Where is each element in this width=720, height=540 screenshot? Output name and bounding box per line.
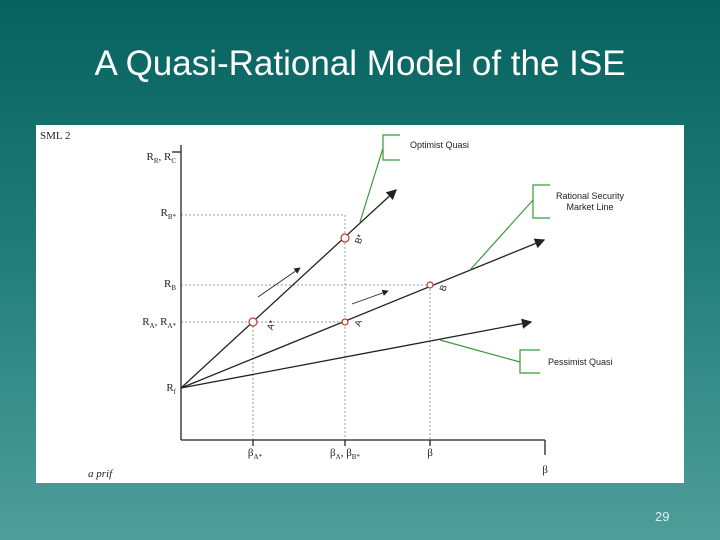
point-label: B* <box>353 232 366 245</box>
y-label-part: R <box>166 382 174 394</box>
callout-leaders <box>359 134 550 374</box>
callout-text: Rational Security <box>556 191 625 201</box>
x-label-subscript: A <box>336 453 341 461</box>
y-label-part: R <box>160 207 168 219</box>
point-label: B <box>437 283 448 292</box>
figure-background <box>36 125 684 483</box>
x-label: β <box>427 447 433 459</box>
slide-title: A Quasi-Rational Model of the ISE <box>94 44 626 83</box>
market-lines <box>180 189 546 389</box>
x-label-part: β <box>427 447 433 459</box>
y-label: Rf <box>166 382 176 396</box>
y-label-subscript: B <box>171 284 176 292</box>
point-label: A* <box>265 318 278 331</box>
y-label: RR, RC <box>146 151 176 165</box>
y-label: RB* <box>160 207 176 221</box>
y-label-subscript: A <box>150 322 155 330</box>
x-label-part: β <box>248 447 254 459</box>
point-label: A <box>352 318 363 327</box>
y-label-part: R <box>146 151 154 163</box>
callout-text: Pessimist Quasi <box>548 357 613 367</box>
y-label-part: R <box>164 278 172 290</box>
y-label-subscript: A* <box>167 322 176 330</box>
y-label-subscript: R <box>154 157 159 165</box>
callout-text: Optimist Quasi <box>410 140 469 150</box>
y-label-part: , R <box>155 316 169 328</box>
page-number: 29 <box>655 509 670 524</box>
x-label-part: β <box>330 447 336 459</box>
axes <box>172 145 546 455</box>
x-label-subscript: B* <box>352 453 361 461</box>
x-axis-label: β <box>542 464 548 476</box>
points <box>248 233 434 327</box>
y-label-subscript: f <box>174 388 177 396</box>
y-label-subscript: B* <box>168 213 177 221</box>
y-label: RB <box>164 278 176 292</box>
x-label-subscript: A* <box>254 453 263 461</box>
guides <box>181 214 431 440</box>
y-label-part: R <box>142 316 150 328</box>
y-label-subscript: C <box>171 157 176 165</box>
x-label: βA, βB* <box>330 447 360 461</box>
x-label-part: , β <box>341 447 353 459</box>
y-label: RA, RA* <box>142 316 176 330</box>
footnote: a prif <box>88 468 114 480</box>
callout-text: Market Line <box>566 202 613 212</box>
y-label-part: , R <box>158 151 172 163</box>
x-label: βA* <box>248 447 263 461</box>
figure-label: SML 2 <box>40 130 70 142</box>
